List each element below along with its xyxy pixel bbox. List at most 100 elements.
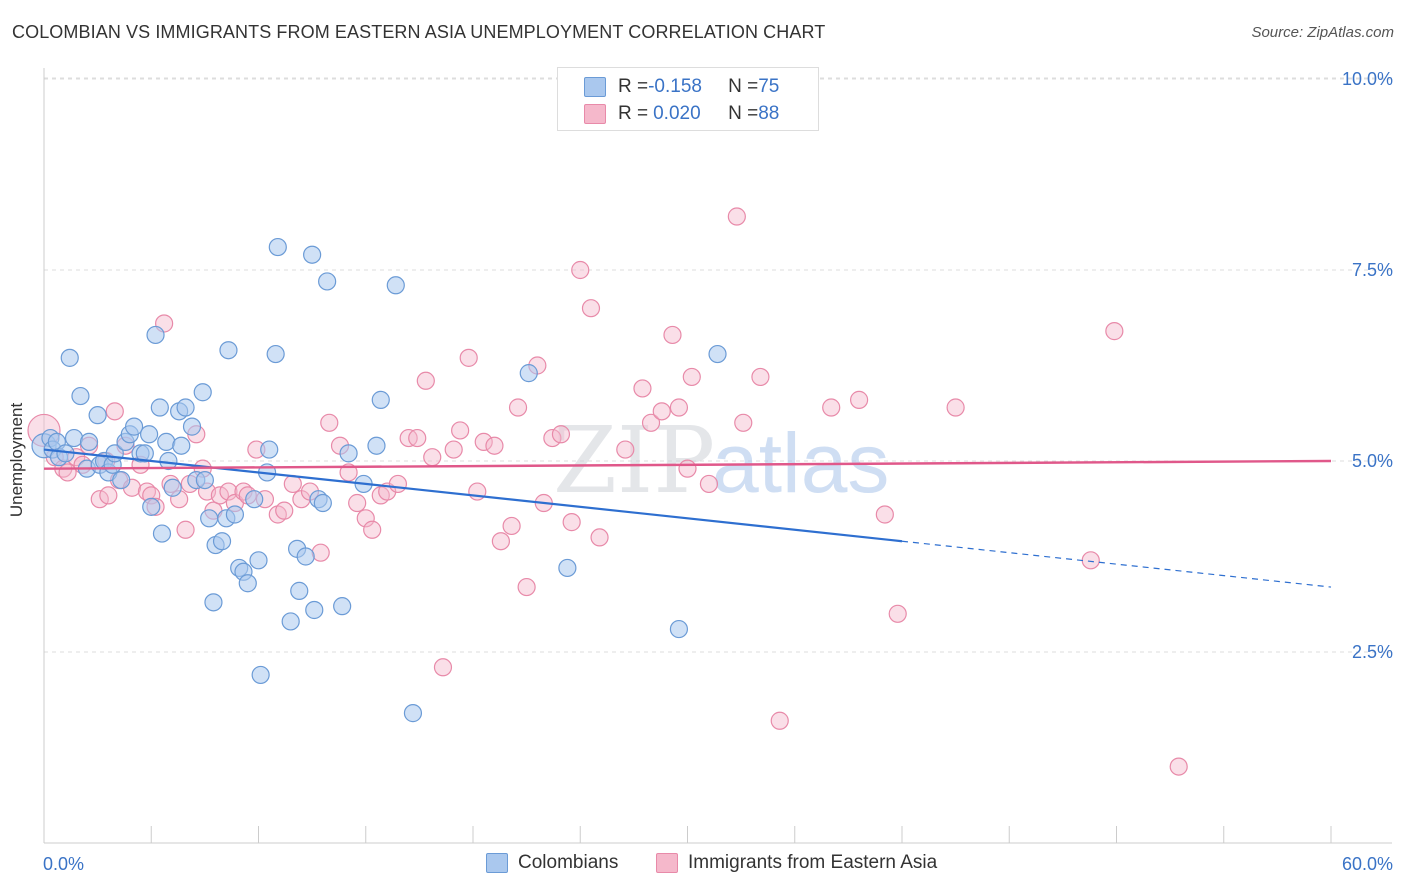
data-point-eastern-asia — [444, 440, 463, 459]
y-tick-label: 5.0% — [1352, 451, 1393, 471]
trend-line-eastern-asia — [43, 459, 1332, 470]
data-point-eastern-asia — [822, 398, 841, 417]
legend-label-eastern-asia: Immigrants from Eastern Asia — [688, 852, 938, 873]
series-legend: Colombians Immigrants from Eastern Asia — [0, 852, 1406, 878]
data-point-eastern-asia — [90, 490, 109, 509]
data-point-colombians — [281, 612, 300, 631]
data-point-eastern-asia — [105, 402, 124, 421]
data-point-eastern-asia — [176, 520, 195, 539]
data-point-eastern-asia — [682, 367, 701, 387]
data-point-eastern-asia — [474, 432, 493, 451]
data-point-colombians — [200, 509, 219, 528]
legend-n-label: N = — [728, 76, 759, 97]
data-point-eastern-asia — [408, 428, 427, 448]
legend-row-eastern-asia: R = 0.020 N = 88 — [584, 102, 779, 126]
legend-swatch-blue — [584, 77, 606, 97]
data-point-eastern-asia — [517, 577, 536, 597]
data-point-colombians — [318, 272, 337, 291]
data-point-eastern-asia — [543, 428, 562, 448]
data-point-colombians — [157, 432, 176, 451]
data-point-eastern-asia — [633, 379, 652, 398]
data-point-eastern-asia — [363, 520, 382, 539]
data-point-eastern-asia — [849, 390, 869, 409]
legend-n-label: N = — [728, 103, 759, 124]
data-point-eastern-asia — [339, 463, 358, 482]
data-point-colombians — [249, 551, 268, 570]
data-point-eastern-asia — [459, 348, 478, 367]
data-point-eastern-asia — [320, 413, 339, 432]
data-point-eastern-asia — [652, 402, 671, 421]
trend-line-colombians — [43, 448, 903, 543]
data-point-eastern-asia — [734, 413, 753, 432]
legend-n-value: 88 — [758, 103, 780, 124]
data-point-eastern-asia — [311, 543, 330, 562]
data-point-colombians — [260, 440, 279, 459]
data-point-colombians — [266, 344, 285, 364]
data-point-colombians — [79, 432, 99, 451]
trend-lines — [43, 448, 1332, 588]
legend-item-colombians[interactable]: Colombians — [486, 852, 618, 874]
data-point-colombians — [176, 398, 195, 417]
legend-r-value: 0.020 — [653, 103, 701, 124]
data-point-eastern-asia — [348, 493, 367, 513]
watermark: ZIP atlas — [553, 407, 889, 514]
data-point-colombians — [303, 245, 322, 264]
data-point-colombians — [195, 471, 214, 490]
data-point-eastern-asia — [1081, 551, 1100, 570]
data-point-eastern-asia — [571, 260, 590, 280]
data-point-colombians — [212, 532, 232, 551]
data-point-eastern-asia — [433, 658, 453, 677]
data-point-colombians — [204, 593, 223, 612]
y-tick-label: 2.5% — [1352, 642, 1393, 662]
data-point-eastern-asia — [669, 398, 689, 417]
data-point-eastern-asia — [356, 509, 375, 528]
data-point-colombians — [142, 497, 161, 516]
data-point-colombians — [339, 444, 358, 463]
data-point-colombians — [238, 574, 257, 593]
data-point-colombians — [150, 398, 169, 417]
data-point-colombians — [182, 417, 202, 436]
data-point-colombians — [172, 436, 191, 455]
data-point-colombians — [251, 665, 270, 685]
data-point-eastern-asia — [699, 474, 719, 494]
legend-row-colombians: R = -0.158 N = 75 — [584, 75, 779, 99]
data-point-eastern-asia — [581, 299, 601, 318]
y-tick-label: 10.0% — [1342, 69, 1393, 89]
correlation-legend: R = -0.158 N = 75 R = 0.020 N = 88 — [557, 67, 819, 131]
data-point-eastern-asia — [210, 486, 229, 505]
y-axis-label: Unemployment — [7, 402, 26, 518]
legend-n-value: 75 — [758, 76, 780, 97]
data-point-colombians — [135, 444, 154, 463]
legend-r-label: R = — [618, 103, 649, 124]
legend-label-colombians: Colombians — [518, 852, 619, 873]
trend-line-colombians-extension — [901, 540, 1332, 588]
data-point-colombians — [669, 619, 689, 639]
data-point-eastern-asia — [485, 436, 504, 455]
data-point-colombians — [225, 505, 245, 524]
legend-swatch-pink — [584, 104, 606, 124]
legend-item-eastern-asia[interactable]: Immigrants from Eastern Asia — [656, 852, 937, 874]
data-point-colombians — [163, 478, 182, 497]
data-point-colombians — [708, 344, 727, 364]
data-point-colombians — [305, 600, 324, 620]
data-point-colombians — [245, 490, 264, 509]
data-point-eastern-asia — [283, 474, 302, 494]
legend-swatch-pink — [656, 853, 678, 873]
data-point-colombians — [290, 581, 309, 600]
data-point-colombians — [60, 348, 79, 367]
data-point-eastern-asia — [770, 711, 789, 730]
data-point-colombians — [386, 276, 405, 295]
data-point-colombians — [333, 597, 352, 616]
data-point-eastern-asia — [508, 398, 528, 417]
data-point-eastern-asia — [491, 532, 510, 551]
data-point-eastern-asia — [751, 367, 770, 387]
data-point-eastern-asia — [641, 413, 661, 432]
data-point-eastern-asia — [616, 440, 635, 459]
legend-swatch-blue — [486, 853, 508, 873]
data-point-eastern-asia — [1105, 322, 1124, 341]
data-point-colombians — [152, 524, 172, 543]
chart-title: COLOMBIAN VS IMMIGRANTS FROM EASTERN ASI… — [12, 22, 826, 42]
data-point-eastern-asia — [551, 425, 571, 444]
data-point-colombians — [296, 547, 315, 566]
